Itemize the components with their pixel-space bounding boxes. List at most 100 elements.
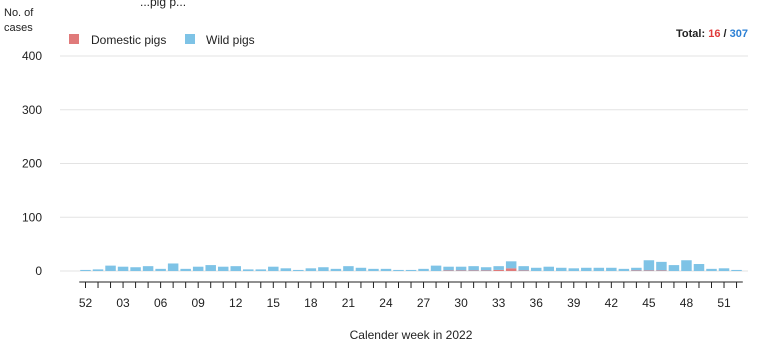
x-tick-label: 36 — [530, 296, 544, 310]
bar-wild-week-09 — [192, 266, 204, 271]
bar-wild-week-06 — [155, 268, 166, 271]
y-tick-label: 200 — [22, 157, 42, 171]
bar-wild-week-04 — [130, 267, 141, 271]
bar-wild-week-21 — [343, 266, 354, 271]
x-tick-label: 48 — [680, 296, 694, 310]
bar-wild-week-18 — [305, 268, 317, 271]
bar-wild-week-43 — [618, 268, 630, 271]
x-tick-label: 12 — [229, 296, 243, 310]
svg-text:Total: 16: Total: 16 / 307 — [676, 28, 748, 40]
bar-wild-week-34 — [505, 261, 517, 269]
y-tick-label: 400 — [22, 49, 42, 63]
legend-swatch-domestic — [69, 34, 79, 44]
bar-wild-week-20 — [330, 268, 342, 271]
bar-domestic-week-45 — [643, 270, 655, 271]
x-tick-label: 52 — [79, 296, 93, 310]
x-tick-label: 45 — [642, 296, 656, 310]
total-label: Total: — [676, 28, 705, 40]
y-tick-label: 0 — [35, 264, 42, 278]
bar-domestic-week-44 — [631, 270, 642, 271]
bar-wild-week-48 — [681, 260, 692, 271]
bar-wild-week-05 — [142, 266, 154, 271]
bar-wild-week-46 — [656, 261, 667, 271]
bar-wild-week-15 — [268, 266, 279, 271]
legend-swatch-wild — [185, 34, 195, 44]
x-tick-label: 09 — [192, 296, 206, 310]
bar-wild-week-01 — [92, 269, 104, 271]
bar-wild-week-02 — [105, 265, 116, 271]
y-tick-label: 300 — [22, 103, 42, 117]
x-tick-label: 33 — [492, 296, 506, 310]
bar-domestic-week-34 — [505, 268, 517, 271]
bar-wild-week-52 — [80, 269, 91, 271]
bar-wild-week-26 — [405, 269, 417, 271]
bar-wild-week-29 — [443, 266, 454, 271]
bar-wild-week-41 — [593, 267, 605, 271]
x-tick-label: 51 — [717, 296, 731, 310]
bar-wild-week-17 — [293, 269, 304, 271]
x-tick-label: 27 — [417, 296, 431, 310]
bar-wild-week-13 — [243, 269, 254, 271]
x-tick-label: 18 — [304, 296, 318, 310]
bar-wild-week-27 — [418, 268, 429, 271]
bar-wild-week-19 — [318, 267, 329, 271]
bar-wild-week-32 — [480, 267, 492, 271]
bar-wild-week-52 — [731, 269, 742, 271]
bar-wild-week-12 — [230, 266, 241, 271]
bar-wild-week-49 — [693, 264, 705, 271]
bar-wild-week-08 — [180, 268, 191, 271]
bar-domestic-week-33 — [493, 269, 504, 271]
bar-wild-week-38 — [556, 267, 567, 271]
bar-domestic-week-35 — [518, 270, 529, 271]
legend-label-wild: Wild pigs — [206, 33, 255, 47]
bar-wild-week-45 — [643, 260, 655, 271]
bar-domestic-week-32 — [480, 270, 492, 271]
y-axis-label-line1: No. of — [4, 7, 34, 19]
bar-wild-week-28 — [430, 265, 442, 271]
bars — [80, 260, 742, 271]
x-tick-label: 03 — [116, 296, 130, 310]
bar-wild-week-50 — [706, 268, 717, 271]
bar-wild-week-25 — [393, 269, 404, 271]
bar-wild-week-35 — [518, 266, 529, 271]
bar-domestic-week-46 — [656, 270, 667, 271]
gridlines — [60, 55, 748, 272]
bar-wild-week-37 — [543, 266, 554, 271]
bar-wild-week-31 — [468, 266, 479, 271]
y-axis-label-line2: cases — [4, 22, 33, 34]
y-tick-label: 100 — [22, 210, 42, 224]
bar-wild-week-03 — [117, 266, 129, 271]
bar-wild-week-22 — [355, 267, 367, 271]
x-axis-label: Calender week in 2022 — [350, 328, 473, 341]
legend-label-domestic: Domestic pigs — [91, 33, 166, 47]
bar-wild-week-51 — [718, 268, 730, 271]
x-tick-label: 15 — [267, 296, 281, 310]
bar-wild-week-11 — [217, 266, 229, 271]
bar-wild-week-47 — [668, 265, 680, 271]
legend: Domestic pigs Wild pigs — [69, 33, 255, 47]
x-tick-label: 42 — [605, 296, 619, 310]
total-separator: / — [724, 28, 727, 40]
x-axis: 52 03 06 09 12 15 18 21 24 27 30 33 36 39 42 45 48 51 — [79, 281, 743, 310]
bar-domestic-week-31 — [468, 270, 479, 271]
bar-wild-week-42 — [606, 267, 617, 271]
bar-wild-week-24 — [380, 268, 392, 271]
bar-domestic-week-30 — [455, 270, 467, 271]
x-tick-label: 39 — [567, 296, 581, 310]
bar-domestic-week-29 — [443, 270, 454, 271]
bar-wild-week-07 — [167, 263, 179, 271]
x-tick-label: 30 — [454, 296, 468, 310]
x-tick-label: 21 — [342, 296, 356, 310]
bar-wild-week-33 — [493, 266, 504, 270]
total-summary: Total: 16 / 307 — [676, 28, 748, 40]
bar-wild-week-39 — [568, 268, 580, 271]
bar-wild-week-40 — [581, 267, 592, 271]
y-axis: 0 100 200 300 400 — [22, 49, 42, 278]
bar-wild-week-23 — [368, 268, 379, 271]
bar-wild-week-36 — [530, 267, 542, 271]
bar-wild-week-14 — [255, 269, 267, 271]
x-tick-label: 24 — [379, 296, 393, 310]
chart-subtitle-fragment: ...pig p... — [140, 0, 186, 9]
total-wild: 307 — [730, 28, 748, 40]
